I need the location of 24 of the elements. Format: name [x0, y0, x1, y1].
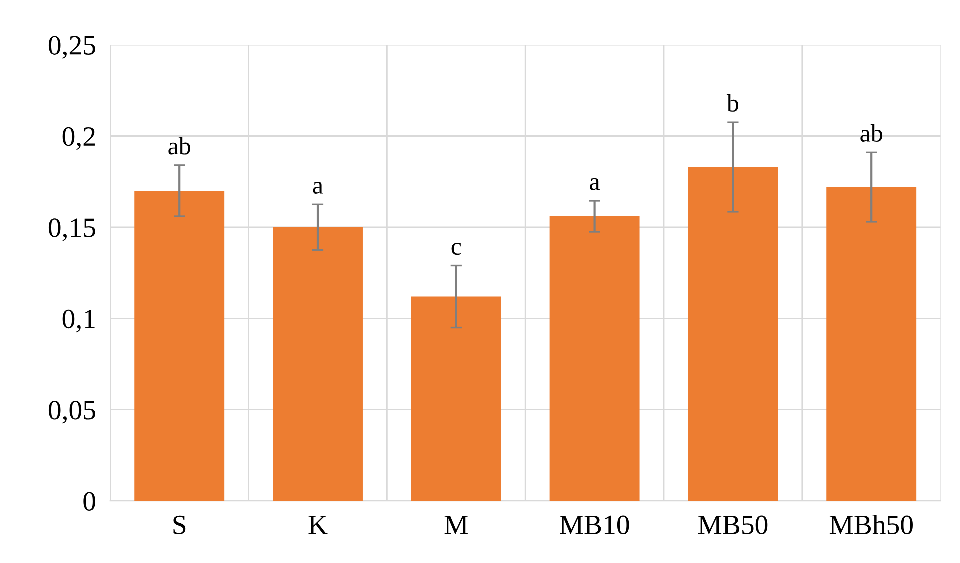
x-tick-label: S	[174, 516, 186, 535]
y-tick-label: 0,05	[48, 401, 96, 424]
x-tick-label: MB50	[698, 516, 768, 535]
y-tick-label: 0,15	[48, 218, 96, 242]
bar	[411, 296, 502, 502]
bar	[688, 167, 778, 502]
annotation: a	[590, 178, 600, 190]
bar	[273, 227, 363, 502]
y-tick-label: 0,2	[62, 127, 95, 150]
annotation: c	[452, 243, 462, 256]
annotation: a	[313, 182, 324, 194]
bar	[550, 216, 640, 502]
y-tick-label: 0,25	[48, 36, 96, 59]
annotation: ab	[860, 124, 882, 142]
bar	[826, 187, 917, 502]
x-tick-label: K	[308, 516, 328, 534]
x-tick-label: M	[444, 516, 468, 534]
y-tick-label: 0,1	[62, 310, 95, 333]
x-tick-label: MB10	[560, 516, 630, 535]
annotation: ab	[168, 137, 190, 155]
x-tick-label: MBh50	[830, 514, 913, 535]
bar	[134, 190, 225, 502]
annotation: b	[726, 94, 738, 112]
y-tick-label: 0	[84, 492, 96, 511]
